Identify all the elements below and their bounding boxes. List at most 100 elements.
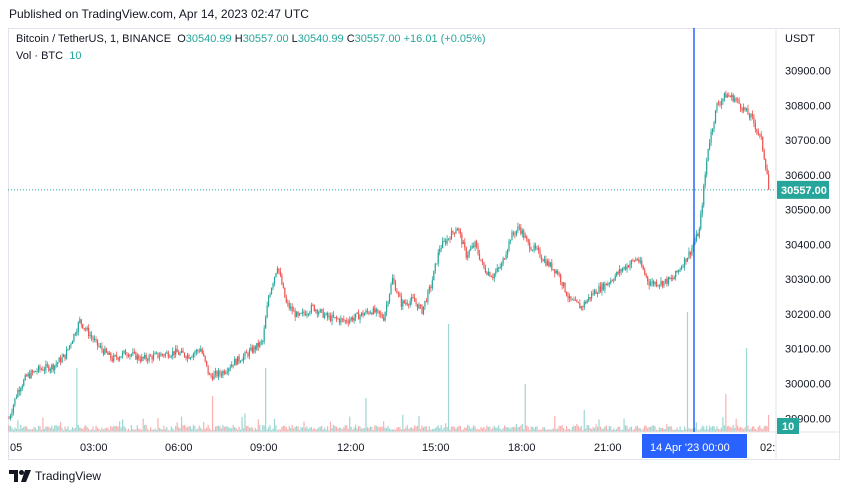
candle-body [613, 280, 615, 281]
volume-bar [163, 425, 165, 432]
volume-bar [375, 425, 377, 432]
footer-brand[interactable]: TradingView [35, 469, 102, 483]
volume-bar [504, 425, 506, 432]
candle-body [251, 347, 253, 353]
volume-bar [588, 425, 590, 432]
volume-bar [237, 429, 239, 432]
candle-body [301, 311, 304, 314]
candle-body [548, 261, 550, 267]
candle-body [228, 368, 230, 372]
candle-body [213, 373, 215, 380]
candle-body [681, 266, 683, 270]
candle-body [428, 287, 430, 291]
volume-bar [46, 426, 48, 432]
candle-body [414, 297, 416, 302]
symbol-name[interactable]: Bitcoin / TetherUS, 1, BINANCE [16, 33, 172, 45]
candle-body [568, 296, 571, 299]
candle-body [132, 352, 134, 355]
candle-body [70, 343, 72, 346]
volume-bar [574, 426, 576, 432]
volume-bar [99, 430, 102, 432]
candle-body [340, 318, 342, 323]
volume-bar [710, 427, 712, 432]
volume-bar [220, 428, 222, 432]
candle-body [111, 358, 113, 362]
candle-body [210, 374, 212, 377]
candle-body [756, 129, 758, 132]
candle-body [223, 371, 225, 374]
volume-bar [77, 424, 79, 432]
volume-bar [42, 417, 44, 432]
candle-body [411, 297, 413, 302]
price-tick-label: 30200.00 [785, 309, 831, 321]
candle-body [517, 226, 519, 231]
candle-body [492, 276, 494, 279]
volume-bar [658, 427, 661, 432]
volume-bar [728, 425, 730, 432]
volume-bar [17, 420, 19, 432]
candle-body [226, 371, 228, 373]
volume-bar [300, 426, 302, 432]
candle-body [287, 302, 289, 304]
candle-body [108, 352, 110, 355]
candle-body [71, 341, 74, 344]
volume-bar [306, 426, 308, 432]
volume-bar [288, 425, 290, 432]
candle-body [583, 301, 585, 308]
volume-bar [499, 428, 501, 432]
volume-bar [260, 430, 262, 432]
candle-body [638, 259, 640, 263]
volume-bar [95, 425, 97, 432]
candle-body [185, 356, 187, 359]
candle-body [570, 296, 572, 300]
candle-body [194, 352, 196, 354]
volume-bar [731, 427, 733, 432]
volume-bar [508, 427, 510, 432]
candle-body [695, 234, 697, 241]
candle-body [290, 306, 292, 309]
volume-bar [573, 425, 575, 432]
volume-bar [745, 348, 748, 432]
candle-body [499, 267, 501, 269]
candle-body [322, 309, 324, 318]
candle-body [214, 371, 217, 374]
volume-bar [405, 427, 407, 432]
candle-body [127, 355, 130, 357]
volume-bar [73, 428, 75, 432]
volume-bar [632, 430, 634, 432]
change-value: +16.01 (+0.05%) [403, 33, 486, 45]
candle-body [378, 310, 380, 314]
volume-bar [436, 426, 438, 432]
volume-bar [166, 427, 168, 432]
volume-bar [34, 427, 37, 432]
volume-bar [467, 424, 469, 432]
volume-label[interactable]: Vol · BTC [16, 50, 64, 62]
candle-body [471, 245, 473, 249]
candles [8, 90, 770, 421]
volume-bar [716, 426, 718, 432]
volume-bar [765, 425, 767, 432]
chart-frame[interactable] [8, 28, 840, 460]
volume-bar [759, 425, 761, 432]
candle-body [506, 249, 509, 255]
candle-body [291, 306, 293, 312]
volume-bar [502, 428, 504, 432]
candle-body [726, 95, 728, 98]
candle-body [173, 351, 175, 355]
candle-body [343, 318, 345, 321]
volume-bar [560, 425, 562, 432]
volume-bar [650, 426, 652, 432]
candle-body [39, 366, 41, 370]
candle-body [328, 315, 330, 318]
candle-body [481, 260, 484, 263]
candle-body [723, 93, 725, 99]
candle-body [124, 350, 127, 356]
candle-body [768, 174, 770, 190]
volume-bar [139, 429, 141, 432]
candle-body [20, 388, 22, 392]
candle-body [312, 304, 314, 306]
volume-bar [527, 426, 529, 432]
volume-bar [360, 428, 363, 432]
candle-body [567, 295, 569, 299]
